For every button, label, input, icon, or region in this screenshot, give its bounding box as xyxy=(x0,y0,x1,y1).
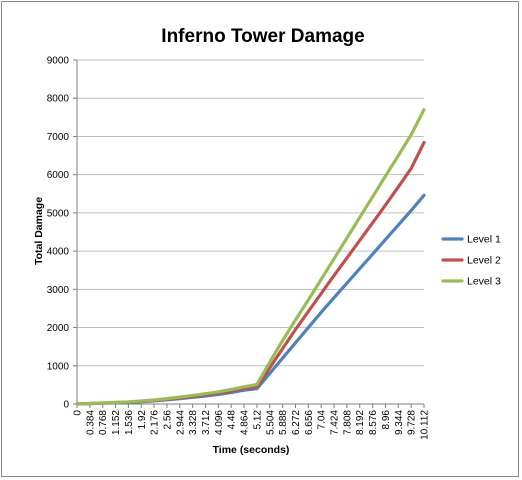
x-axis-title: Time (seconds) xyxy=(213,444,290,456)
y-axis-ticks: 0 1000 2000 3000 4000 5000 6000 7000 8000 9000 xyxy=(47,56,77,411)
x-tick-label: 3.328 xyxy=(188,410,199,435)
x-tick-label: 2.944 xyxy=(175,410,186,435)
x-axis-ticks: 0 0.384 0.768 1.152 1.536 1.92 2.176 2.56 2.944 3… xyxy=(73,404,431,440)
series-line-level-2 xyxy=(75,141,426,406)
y-tick-label: 8000 xyxy=(47,94,70,105)
x-tick-label: 0 xyxy=(73,410,84,416)
x-tick-label: 9.344 xyxy=(394,410,405,435)
x-tick-label: 5.12 xyxy=(252,410,263,430)
gridlines xyxy=(77,59,424,367)
series-lines xyxy=(75,108,426,406)
x-tick-label: 8.576 xyxy=(368,410,379,435)
x-tick-label: 1.92 xyxy=(137,410,148,430)
x-tick-label: 4.48 xyxy=(227,410,238,430)
x-tick-label: 7.04 xyxy=(317,410,328,430)
x-tick-label: 8.96 xyxy=(381,410,392,430)
y-tick-label: 0 xyxy=(63,400,69,411)
y-axis-title: Total Damage xyxy=(33,197,45,265)
legend-label: Level 3 xyxy=(467,276,501,288)
y-tick-label: 5000 xyxy=(47,208,70,219)
x-tick-label: 3.712 xyxy=(201,410,212,435)
x-tick-label: 7.424 xyxy=(330,410,341,435)
x-tick-label: 5.504 xyxy=(265,410,276,435)
series-line-level-3 xyxy=(75,108,426,406)
chart-title: Inferno Tower Damage xyxy=(161,26,364,47)
y-tick-label: 9000 xyxy=(47,56,70,67)
y-tick-label: 3000 xyxy=(47,285,70,296)
y-tick-label: 2000 xyxy=(47,323,70,334)
x-tick-label: 1.536 xyxy=(124,410,135,435)
x-tick-label: 5.888 xyxy=(278,410,289,435)
x-tick-label: 1.152 xyxy=(111,410,122,435)
x-tick-label: 4.864 xyxy=(240,410,251,435)
legend-label: Level 1 xyxy=(467,234,501,246)
series-line-level-1 xyxy=(75,193,426,406)
y-tick-label: 4000 xyxy=(47,247,70,258)
x-tick-label: 2.56 xyxy=(162,410,173,430)
y-tick-label: 7000 xyxy=(47,132,70,143)
legend-label: Level 2 xyxy=(467,255,501,267)
x-tick-label: 10.112 xyxy=(420,410,431,440)
legend: Level 1 Level 2 Level 3 xyxy=(441,234,501,288)
x-tick-label: 0.384 xyxy=(85,410,96,435)
x-tick-label: 8.192 xyxy=(355,410,366,435)
x-tick-label: 4.096 xyxy=(214,410,225,435)
x-tick-label: 0.768 xyxy=(98,410,109,435)
line-chart: Inferno Tower Damage 0 1000 2000 3000 4000 50… xyxy=(33,26,501,456)
x-tick-label: 2.176 xyxy=(150,410,161,435)
y-tick-label: 1000 xyxy=(47,361,70,372)
x-tick-label: 9.728 xyxy=(407,410,418,435)
y-tick-label: 6000 xyxy=(47,170,70,181)
axes xyxy=(76,60,424,405)
x-tick-label: 7.808 xyxy=(342,410,353,435)
x-tick-label: 6.656 xyxy=(304,410,315,435)
x-tick-label: 6.272 xyxy=(291,410,302,435)
